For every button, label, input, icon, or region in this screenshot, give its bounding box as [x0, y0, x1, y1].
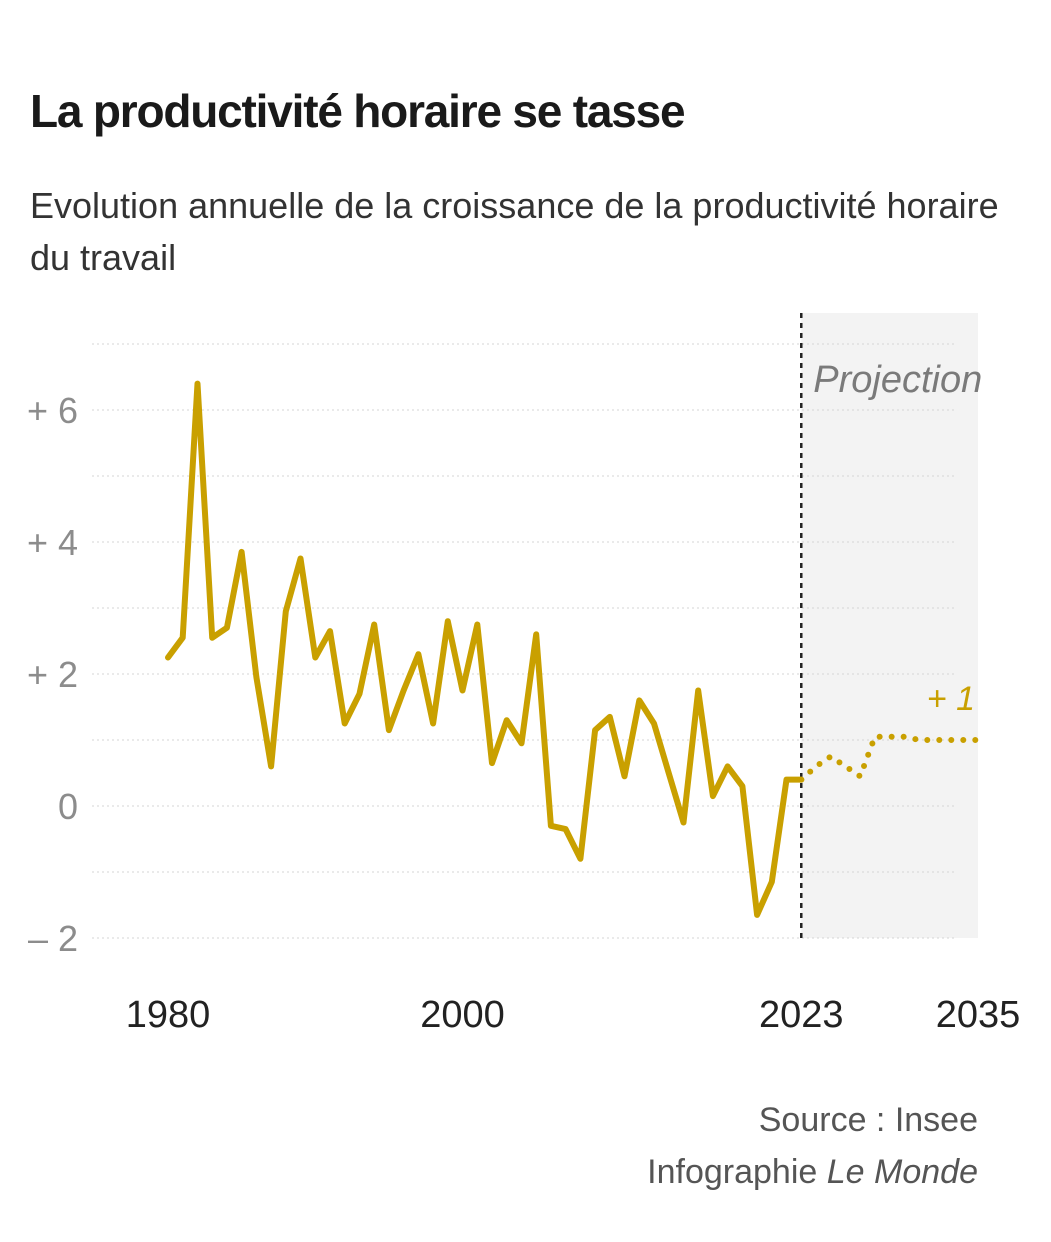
- x-tick-label: 2000: [420, 994, 505, 1036]
- series-group: [165, 380, 981, 918]
- source-line: Source : Insee: [758, 1101, 978, 1139]
- chart-subtitle: Evolution annuelle de la croissance de l…: [30, 185, 999, 278]
- x-tick-label: 1980: [126, 994, 211, 1036]
- source-credit: Source : Insee Infographie Le Monde: [647, 1094, 978, 1198]
- chart-title: La productivité horaire se tasse: [30, 85, 686, 137]
- projection-series-line: [798, 733, 981, 783]
- projection-band: [801, 313, 978, 938]
- historical-series-line: [165, 380, 805, 918]
- end-value-label: + 1: [927, 680, 975, 718]
- credit-publisher: Le Monde: [826, 1153, 978, 1191]
- y-tick-label: + 4: [27, 522, 78, 563]
- y-tick-label: – 2: [28, 918, 78, 959]
- projection-label: Projection: [813, 359, 982, 401]
- credit-line: Infographie Le Monde: [647, 1146, 978, 1198]
- y-tick-label: 0: [58, 786, 78, 827]
- y-tick-label: + 6: [27, 390, 78, 431]
- x-tick-label: 2023: [759, 994, 844, 1036]
- y-axis: + 6 + 4 + 2 0 – 2: [27, 390, 78, 959]
- x-axis: 1980 2000 2023 2035: [126, 994, 1021, 1036]
- x-tick-label: 2035: [936, 994, 1021, 1036]
- credit-prefix: Infographie: [647, 1153, 827, 1191]
- y-tick-label: + 2: [27, 654, 78, 695]
